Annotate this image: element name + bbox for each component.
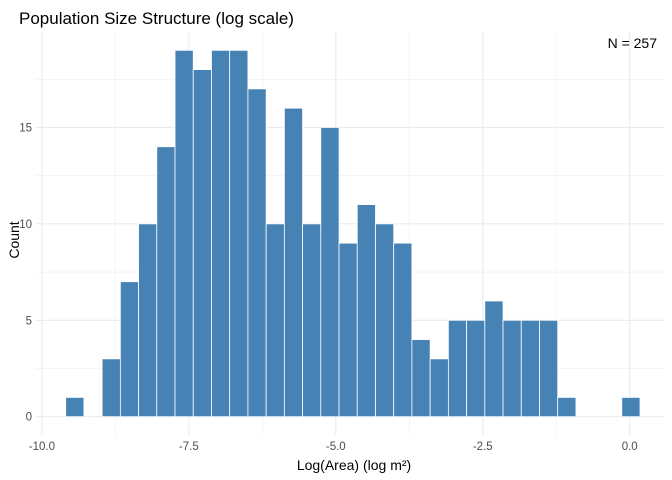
histogram-bar [302,223,322,418]
x-axis-ticks: -10.0 -7.5 -5.0 -2.5 0.0 [29,441,638,453]
histogram-bar [138,223,158,418]
x-axis-label: Log(Area) (log m²) [297,457,411,473]
histogram-bar [375,223,395,418]
histogram-bar [356,204,376,418]
histogram-bar [229,49,249,418]
histogram-bar [192,69,212,418]
histogram-bar [174,49,194,418]
y-tick-label: 5 [26,315,32,327]
histogram-bar [247,88,267,418]
chart-title: Population Size Structure (log scale) [19,9,294,28]
histogram-bar [338,242,358,418]
y-tick-label: 15 [19,122,32,134]
y-tick-label: 0 [26,412,32,424]
x-tick-label: -2.5 [473,441,493,453]
histogram-bar [502,319,522,418]
histogram-bar [429,358,449,418]
histogram-bar [484,300,504,418]
y-axis-ticks: 0 5 10 15 [19,122,32,423]
histogram-bar [320,127,340,418]
histogram-bar [520,319,540,418]
histogram-bar [119,281,139,418]
histogram-bar [466,319,486,418]
x-tick-label: -10.0 [29,441,55,453]
histogram-bar [156,146,176,418]
x-tick-label: -5.0 [326,441,346,453]
y-tick-label: 10 [19,219,32,231]
histogram-bar [447,319,468,418]
x-tick-label: 0.0 [622,441,638,453]
histogram-bar [65,396,85,418]
histogram-bar [283,107,303,418]
histogram-bars [65,49,641,418]
histogram-bar [557,396,577,418]
histogram-bar [265,223,285,418]
histogram-bar [211,49,231,418]
histogram-bar [621,396,641,418]
histogram-bar [411,339,431,418]
sample-size-annotation: N = 257 [608,35,658,51]
y-axis-label: Count [6,221,22,258]
histogram-bar [393,242,413,418]
histogram-bar [101,358,121,418]
histogram-bar [539,319,559,418]
x-tick-label: -7.5 [179,441,199,453]
